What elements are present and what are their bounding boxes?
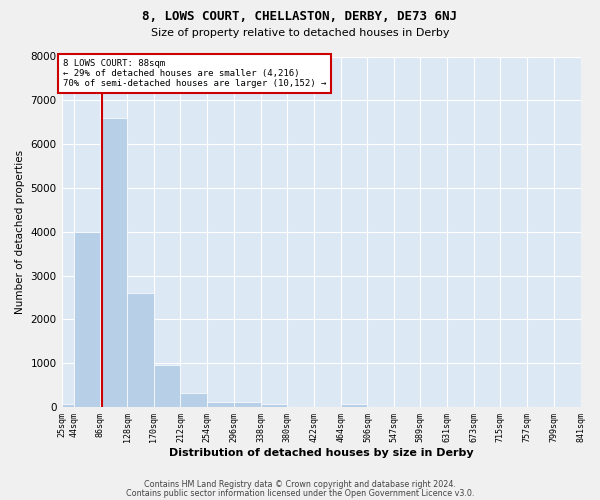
Bar — [127, 293, 154, 407]
Bar — [341, 404, 367, 407]
Bar — [62, 404, 74, 407]
Y-axis label: Number of detached properties: Number of detached properties — [15, 150, 25, 314]
Bar — [100, 118, 127, 407]
Bar — [74, 232, 100, 407]
Text: 8, LOWS COURT, CHELLASTON, DERBY, DE73 6NJ: 8, LOWS COURT, CHELLASTON, DERBY, DE73 6… — [143, 10, 458, 23]
Text: Contains HM Land Registry data © Crown copyright and database right 2024.: Contains HM Land Registry data © Crown c… — [144, 480, 456, 489]
Text: 8 LOWS COURT: 88sqm
← 29% of detached houses are smaller (4,216)
70% of semi-det: 8 LOWS COURT: 88sqm ← 29% of detached ho… — [63, 58, 326, 88]
Text: Contains public sector information licensed under the Open Government Licence v3: Contains public sector information licen… — [126, 488, 474, 498]
Bar — [181, 393, 207, 407]
Text: Size of property relative to detached houses in Derby: Size of property relative to detached ho… — [151, 28, 449, 38]
Bar — [154, 366, 181, 407]
X-axis label: Distribution of detached houses by size in Derby: Distribution of detached houses by size … — [169, 448, 473, 458]
Bar — [234, 402, 260, 407]
Bar — [207, 402, 234, 407]
Bar — [260, 404, 287, 407]
